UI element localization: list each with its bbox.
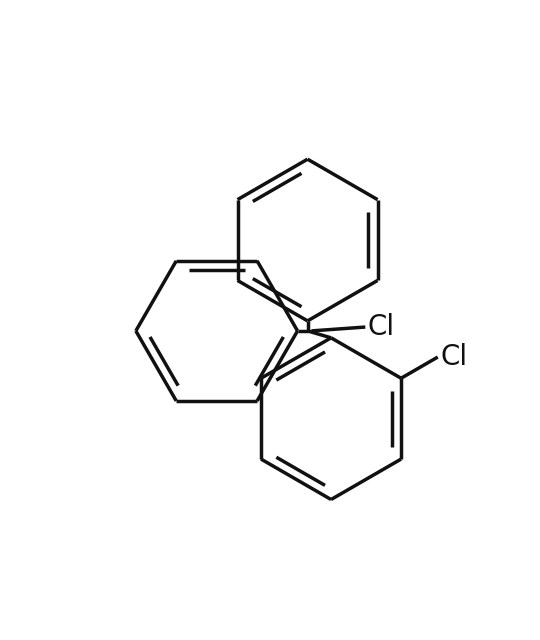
Text: Cl: Cl <box>368 313 395 341</box>
Text: Cl: Cl <box>440 343 467 371</box>
